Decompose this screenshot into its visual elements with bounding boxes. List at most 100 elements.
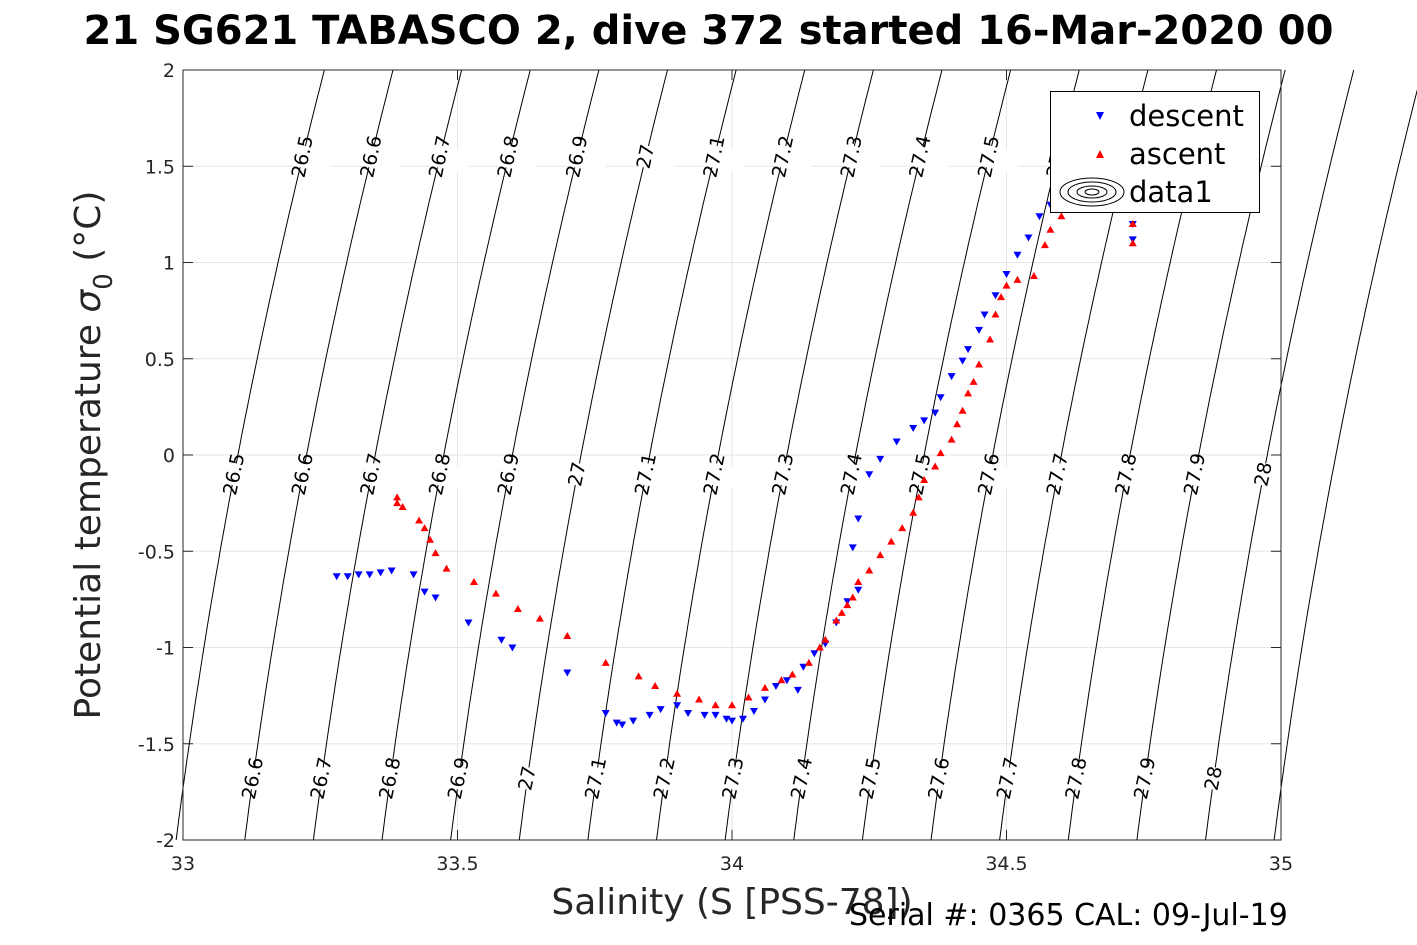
x-tick-label: 33 bbox=[171, 853, 195, 875]
x-tick-label: 34.5 bbox=[985, 853, 1027, 875]
isopycnal-label-bg bbox=[838, 761, 903, 796]
descent-point bbox=[920, 417, 929, 425]
descent-point bbox=[1024, 234, 1033, 242]
legend-label-descent: descent bbox=[1129, 99, 1244, 133]
isopycnal-label-bg bbox=[495, 761, 560, 796]
isopycnal-labels: 26.5 26.6 26.7 26.8 26.9 27 27.1 27.2 27.3 27.4 27… bbox=[202, 134, 1296, 801]
ascent-point bbox=[898, 524, 907, 532]
legend-item-data1: data1 bbox=[1051, 174, 1259, 210]
ascent-point bbox=[651, 682, 660, 689]
ascent-point bbox=[920, 476, 929, 484]
descent-point bbox=[749, 708, 758, 716]
isopycnal-label: 27.5 bbox=[974, 134, 1004, 180]
descent-point bbox=[497, 636, 506, 644]
descent-point bbox=[673, 702, 682, 710]
isopycnal-label-bg bbox=[564, 761, 628, 796]
isopycnal-label-bg bbox=[477, 457, 541, 492]
descent-point bbox=[420, 588, 429, 596]
descent-point bbox=[387, 567, 396, 575]
isopycnal-label: 26.9 bbox=[444, 755, 474, 801]
isopycnal-label: 27.3 bbox=[718, 755, 748, 801]
isopycnal-label-bg bbox=[682, 139, 747, 174]
descent-point bbox=[793, 686, 802, 694]
isopycnal-line bbox=[312, 69, 463, 841]
contour-icon bbox=[1059, 177, 1125, 207]
isopycnal-label: 26.8 bbox=[425, 451, 455, 497]
isopycnal-label: 26.7 bbox=[356, 451, 386, 497]
descent-point bbox=[771, 683, 780, 690]
isopycnal-label-bg bbox=[339, 457, 404, 492]
ascent-point bbox=[964, 389, 973, 397]
descent-point bbox=[760, 696, 769, 704]
ascent-point bbox=[491, 589, 500, 597]
descent-point bbox=[656, 706, 665, 714]
descent-point bbox=[931, 409, 940, 417]
ascent-point bbox=[848, 593, 857, 601]
ascent-point bbox=[777, 676, 786, 684]
y-tick-label: 0.5 bbox=[145, 349, 175, 371]
isopycnal-label: 27.1 bbox=[631, 451, 661, 497]
y-axis-label: Potential temperature σ0 (°C) bbox=[68, 191, 119, 720]
ascent-point bbox=[442, 564, 451, 572]
isopycnal-label: 26.6 bbox=[288, 451, 318, 497]
isopycnal-label: 27.5 bbox=[855, 755, 885, 801]
isopycnal-label-bg bbox=[477, 139, 541, 174]
descent-point bbox=[980, 311, 989, 319]
isopycnal-label-bg bbox=[545, 457, 609, 492]
isopycnal-label-bg bbox=[957, 457, 1021, 492]
isopycnal-label: 27.5 bbox=[905, 451, 935, 497]
chart-legend: descent ascent data1 bbox=[1050, 91, 1260, 213]
isopycnal-label: 28 bbox=[1250, 460, 1277, 488]
descent-point bbox=[991, 292, 1000, 300]
descent-point bbox=[354, 571, 363, 579]
y-tick-label: 1 bbox=[163, 253, 175, 275]
ascent-point bbox=[815, 643, 824, 651]
descent-point bbox=[892, 438, 901, 446]
ascent-point bbox=[843, 601, 852, 609]
svg-text:Potential temperature σ0 (°C): Potential temperature σ0 (°C) bbox=[68, 191, 119, 720]
isopycnal-label-bg bbox=[751, 139, 815, 174]
isopycnal-label: 27.6 bbox=[924, 755, 954, 801]
isopycnal-label: 27 bbox=[564, 460, 591, 488]
isopycnal-label-bg bbox=[1044, 761, 1109, 796]
descent-point bbox=[618, 721, 627, 729]
descent-point bbox=[409, 571, 418, 579]
isopycnal-label-bg bbox=[289, 761, 354, 796]
isopycnal-line bbox=[518, 69, 668, 841]
isopycnal-label-bg bbox=[976, 761, 1040, 796]
ascent-point bbox=[1128, 220, 1137, 227]
ascent-point bbox=[728, 701, 736, 709]
ascent-point bbox=[909, 508, 918, 516]
isopycnal-line bbox=[244, 69, 394, 841]
descent-point bbox=[975, 326, 984, 334]
ascent-point bbox=[420, 524, 429, 532]
ascent-point bbox=[931, 462, 940, 470]
ascent-point bbox=[997, 293, 1006, 301]
isopycnal-label: 26.9 bbox=[494, 451, 524, 497]
isopycnal-label-bg bbox=[271, 457, 335, 492]
ascent-point bbox=[865, 566, 874, 574]
isopycnal-line bbox=[381, 69, 531, 841]
descent-point bbox=[810, 650, 819, 658]
isopycnal-label: 27.9 bbox=[1130, 755, 1160, 801]
axis-ticks: 33 33.5 34 34.5 35 -2 -1.5 -1 -0.5 0 0.5 1 1.5 2 bbox=[138, 60, 1293, 875]
isopycnal-label-bg bbox=[614, 139, 678, 174]
descent-point bbox=[684, 709, 693, 717]
isopycnal-label: 27.1 bbox=[699, 134, 729, 180]
ascent-point bbox=[393, 499, 402, 507]
x-tick-label: 35 bbox=[1269, 853, 1293, 875]
descent-point bbox=[645, 711, 654, 719]
y-tick-label: 2 bbox=[163, 60, 175, 82]
isopycnal-label-bg bbox=[202, 457, 266, 492]
isopycnal-label: 27 bbox=[633, 143, 660, 171]
descent-point bbox=[854, 586, 863, 594]
isopycnal-label-bg bbox=[770, 761, 834, 796]
isopycnal-label: 27.2 bbox=[699, 451, 729, 497]
isopycnal-line bbox=[1205, 69, 1355, 841]
isopycnal-label: 27.4 bbox=[787, 755, 817, 801]
descent-point bbox=[563, 669, 572, 677]
isopycnal-label: 27.6 bbox=[974, 451, 1004, 497]
y-axis-label-units: (°C) bbox=[68, 191, 109, 274]
descent-point bbox=[722, 715, 731, 723]
